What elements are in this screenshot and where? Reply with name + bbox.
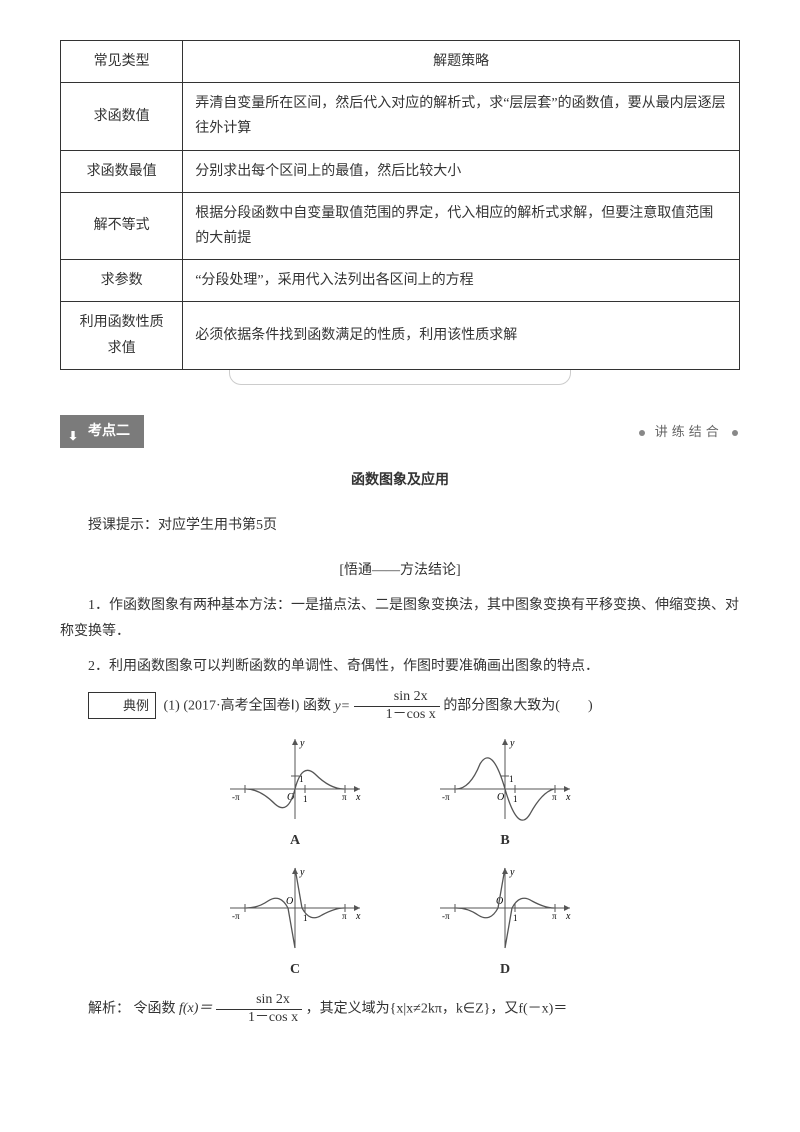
svg-text:y: y — [509, 867, 515, 878]
table-row: 求函数最值 分别求出每个区间上的最值，然后比较大小 — [61, 150, 740, 192]
strategy-table: 常见类型 解题策略 求函数值 弄清自变量所在区间，然后代入对应的解析式，求“层层… — [60, 40, 740, 370]
cell-strategy: 弄清自变量所在区间，然后代入对应的解析式，求“层层套”的函数值，要从最内层逐层往… — [183, 83, 740, 150]
svg-text:1: 1 — [509, 774, 514, 784]
graph-c: y x O -π π 1 C — [220, 863, 370, 982]
section-header: 考点二 讲练结合 — [60, 415, 740, 448]
fraction: sin 2x 1－cos x — [354, 689, 440, 724]
graph-svg-d: y x O -π π 1 — [430, 863, 580, 953]
table-row: 利用函数性质求值 必须依据条件找到函数满足的性质，利用该性质求解 — [61, 302, 740, 369]
graph-svg-c: y x O -π π 1 — [220, 863, 370, 953]
cell-type: 解不等式 — [61, 192, 183, 259]
cell-type: 求参数 — [61, 260, 183, 302]
svg-text:1: 1 — [513, 794, 518, 804]
cell-strategy: 分别求出每个区间上的最值，然后比较大小 — [183, 150, 740, 192]
example-suffix: 的部分图象大致为( ) — [443, 699, 592, 714]
dot-icon — [639, 430, 645, 436]
graph-label-c: C — [220, 957, 370, 982]
svg-text:x: x — [355, 911, 361, 922]
table-row: 解不等式 根据分段函数中自变量取值范围的界定，代入相应的解析式求解，但要注意取值… — [61, 192, 740, 259]
example-number: (1) — [164, 699, 180, 714]
graph-row-top: y x O 1 -π π 1 A y x O 1 -π π — [60, 734, 740, 853]
graph-svg-b: y x O 1 -π π 1 — [430, 734, 580, 824]
svg-text:y: y — [299, 738, 305, 749]
svg-text:π: π — [552, 911, 557, 921]
svg-text:y: y — [509, 738, 515, 749]
graph-a: y x O 1 -π π 1 A — [220, 734, 370, 853]
graph-row-bottom: y x O -π π 1 C y x O -π π 1 — [60, 863, 740, 982]
decorative-box — [229, 370, 571, 385]
download-icon — [68, 424, 82, 438]
svg-text:x: x — [355, 792, 361, 803]
svg-text:-π: -π — [442, 792, 450, 802]
svg-text:1: 1 — [513, 913, 518, 923]
analysis-text-b: ，其定义域为{x|x≠2kπ，k∈Z}，又f(－x)＝ — [306, 1001, 568, 1016]
svg-text:-π: -π — [232, 911, 240, 921]
graph-d: y x O -π π 1 D — [430, 863, 580, 982]
method-title: [悟通——方法结论] — [60, 558, 740, 583]
cell-type: 利用函数性质求值 — [61, 302, 183, 369]
cell-type: 求函数值 — [61, 83, 183, 150]
svg-text:1: 1 — [303, 794, 308, 804]
table-header-type: 常见类型 — [61, 41, 183, 83]
example-label: 典例 — [88, 692, 156, 719]
table-row: 求函数值 弄清自变量所在区间，然后代入对应的解析式，求“层层套”的函数值，要从最… — [61, 83, 740, 150]
svg-text:y: y — [299, 867, 305, 878]
cell-strategy: 根据分段函数中自变量取值范围的界定，代入相应的解析式求解，但要注意取值范围的大前… — [183, 192, 740, 259]
analysis: 解析： 令函数 f(x)＝ sin 2x 1－cos x ，其定义域为{x|x≠… — [60, 992, 740, 1027]
graph-svg-a: y x O 1 -π π 1 — [220, 734, 370, 824]
svg-text:x: x — [565, 792, 571, 803]
page-title: 函数图象及应用 — [60, 468, 740, 493]
example-prefix: 函数 — [303, 699, 331, 714]
svg-text:π: π — [552, 792, 557, 802]
graph-label-d: D — [430, 957, 580, 982]
example-equation: y= sin 2x 1－cos x — [334, 699, 443, 714]
svg-text:-π: -π — [232, 792, 240, 802]
cell-type: 求函数最值 — [61, 150, 183, 192]
analysis-fx: f(x)＝ sin 2x 1－cos x — [179, 1001, 306, 1016]
table-header-strategy: 解题策略 — [183, 41, 740, 83]
method-point-1: 1．作函数图象有两种基本方法：一是描点法、二是图象变换法，其中图象变换有平移变换… — [60, 593, 740, 643]
svg-text:π: π — [342, 911, 347, 921]
section-badge-text: 考点二 — [88, 419, 130, 444]
analysis-text-a: 令函数 — [134, 1001, 176, 1016]
table-row: 求参数 “分段处理”，采用代入法列出各区间上的方程 — [61, 260, 740, 302]
cell-strategy: “分段处理”，采用代入法列出各区间上的方程 — [183, 260, 740, 302]
section-right-label: 讲练结合 — [637, 420, 740, 443]
example: 典例 (1) (2017·高考全国卷Ⅰ) 函数 y= sin 2x 1－cos … — [60, 689, 740, 724]
svg-text:π: π — [342, 792, 347, 802]
cell-strategy: 必须依据条件找到函数满足的性质，利用该性质求解 — [183, 302, 740, 369]
section-badge: 考点二 — [60, 415, 144, 448]
graph-b: y x O 1 -π π 1 B — [430, 734, 580, 853]
graph-label-a: A — [220, 828, 370, 853]
svg-text:x: x — [565, 911, 571, 922]
method-point-2: 2．利用函数图象可以判断函数的单调性、奇偶性，作图时要准确画出图象的特点． — [60, 654, 740, 679]
fraction: sin 2x 1－cos x — [216, 992, 302, 1027]
example-source: (2017·高考全国卷Ⅰ) — [183, 699, 299, 714]
graph-label-b: B — [430, 828, 580, 853]
dot-icon — [732, 430, 738, 436]
svg-text:O: O — [497, 792, 504, 803]
teach-hint: 授课提示：对应学生用书第5页 — [60, 513, 740, 538]
svg-text:-π: -π — [442, 911, 450, 921]
analysis-label: 解析： — [88, 1001, 130, 1016]
